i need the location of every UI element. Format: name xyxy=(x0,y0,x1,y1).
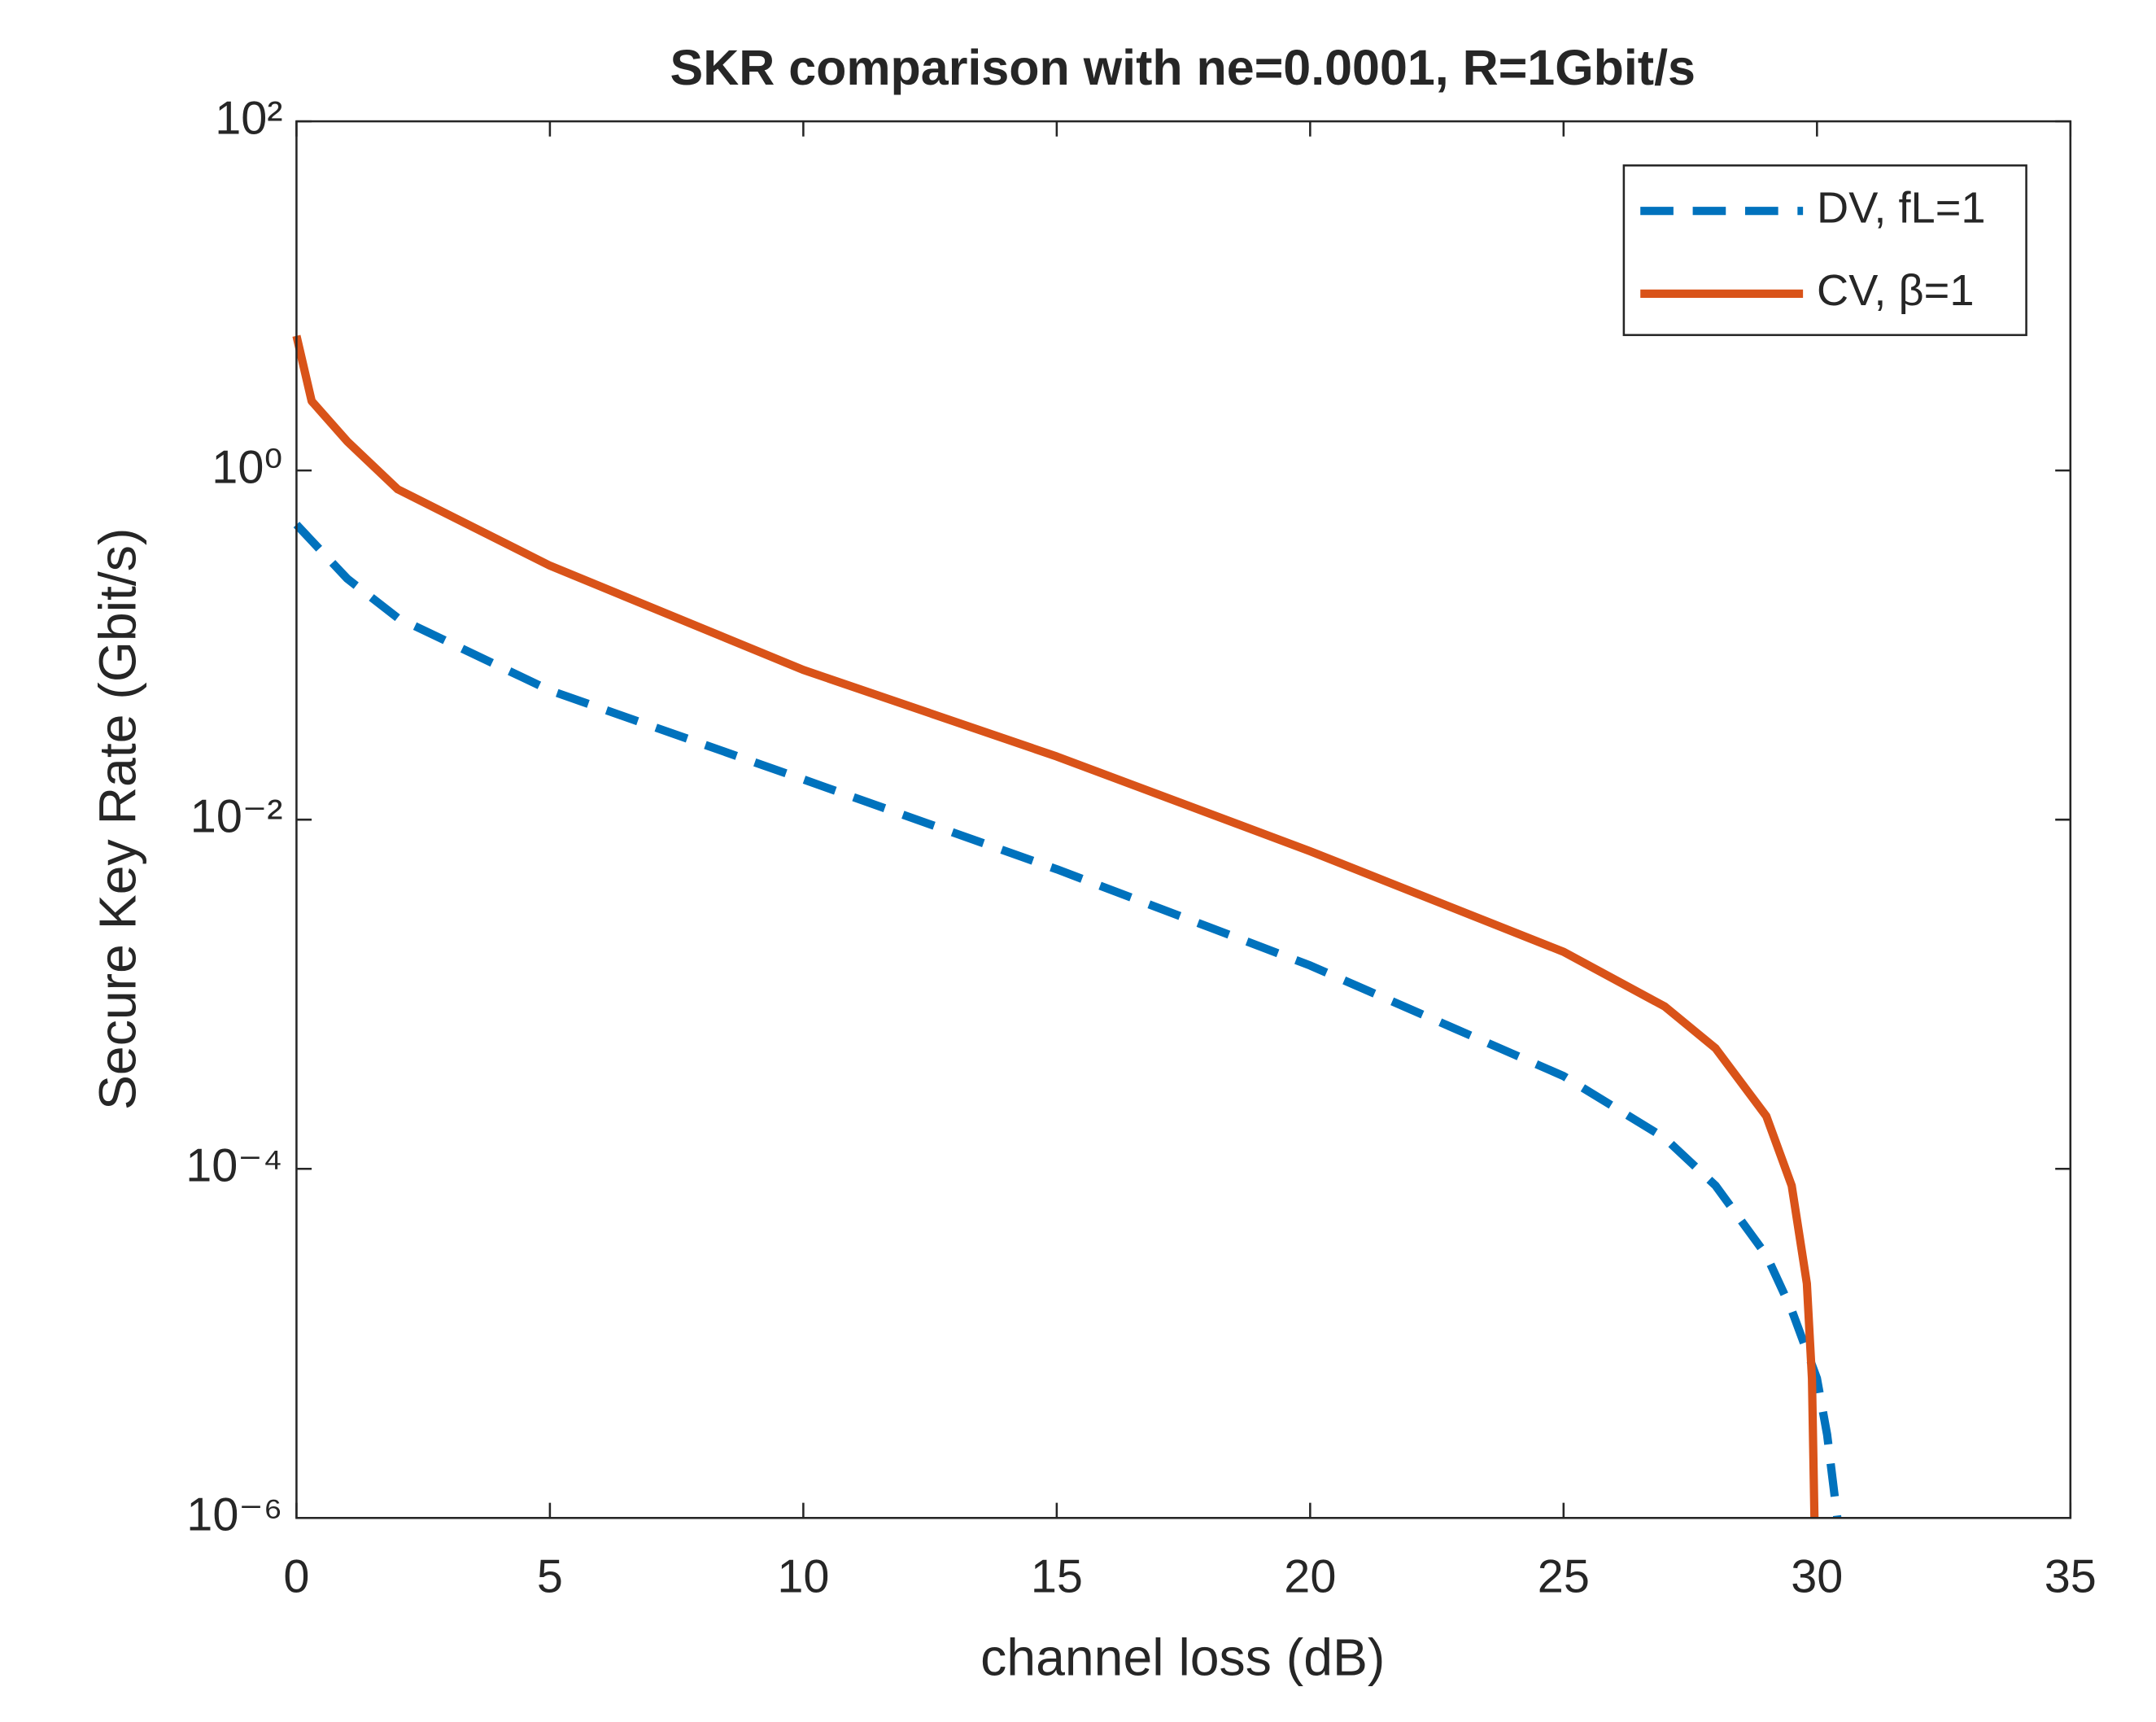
x-tick-label: 35 xyxy=(2045,1551,2097,1603)
y-tick-label: 10² xyxy=(215,92,282,144)
x-tick-label: 20 xyxy=(1284,1551,1336,1603)
axes-box xyxy=(295,120,2072,1519)
x-tick-label: 15 xyxy=(1031,1551,1083,1603)
y-tick-label: 10⁻⁶ xyxy=(186,1488,282,1541)
legend-box xyxy=(1622,164,2027,336)
legend-label: DV, fL=1 xyxy=(1817,184,1985,233)
data-line xyxy=(293,522,1842,1519)
x-tick-label: 10 xyxy=(777,1551,829,1603)
y-tick-label: 10⁻² xyxy=(190,790,283,842)
x-tick-label: 0 xyxy=(283,1551,309,1603)
x-axis-label: channel loss (dB) xyxy=(980,1628,1385,1686)
legend-label: CV, β=1 xyxy=(1817,266,1974,315)
x-tick-label: 25 xyxy=(1538,1551,1590,1603)
data-line xyxy=(292,334,1819,1519)
chart-title: SKR comparison with ne=0.0001, R=1Gbit/s xyxy=(670,40,1696,95)
x-tick-label: 30 xyxy=(1791,1551,1843,1603)
y-tick-label: 10⁰ xyxy=(212,441,282,493)
y-tick-label: 10⁻⁴ xyxy=(185,1139,282,1191)
x-tick-label: 5 xyxy=(537,1551,563,1603)
y-axis-label: Secure Key Rate (Gbit/s) xyxy=(88,528,146,1110)
